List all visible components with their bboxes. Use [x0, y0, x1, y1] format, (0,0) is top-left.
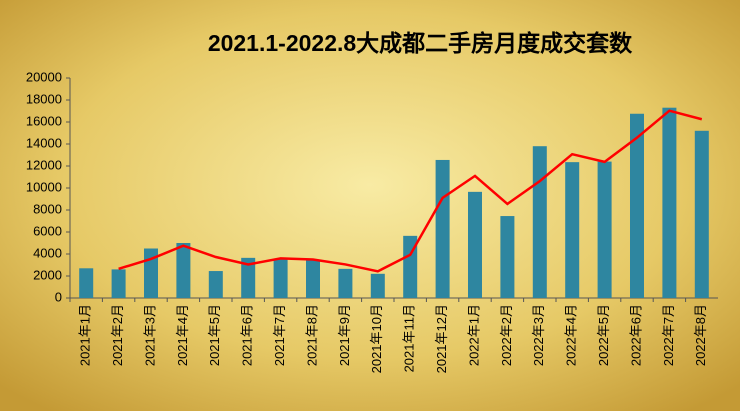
y-tick-label: 6000: [33, 223, 62, 238]
x-tick-label: 2021年4月: [175, 304, 190, 366]
bar: [403, 235, 418, 298]
bar: [565, 162, 580, 298]
y-tick-label: 18000: [26, 91, 62, 106]
y-tick-label: 20000: [26, 69, 62, 84]
bar: [306, 260, 320, 298]
x-tick-label: 2021年5月: [207, 304, 222, 366]
bar: [338, 268, 353, 298]
y-tick-label: 4000: [33, 245, 62, 260]
chart-title: 2021.1-2022.8大成都二手房月度成交套数: [208, 30, 633, 56]
x-tick-label: 2022年1月: [466, 304, 481, 366]
x-tick-label: 2022年7月: [661, 304, 676, 366]
bar: [435, 159, 450, 298]
bar: [500, 216, 515, 298]
y-tick-label: 2000: [33, 267, 62, 282]
x-tick-label: 2022年2月: [499, 304, 514, 366]
x-tick-label: 2021年2月: [110, 304, 125, 366]
x-tick-label: 2022年6月: [628, 304, 643, 366]
y-tick-label: 16000: [26, 113, 62, 128]
x-tick-label: 2021年10月: [369, 304, 384, 373]
x-tick-label: 2021年1月: [78, 304, 93, 366]
x-tick-label: 2021年12月: [434, 304, 449, 373]
bar: [694, 130, 709, 298]
bar: [111, 269, 126, 298]
y-tick-label: 8000: [33, 201, 62, 216]
x-tick-label: 2021年3月: [142, 304, 157, 366]
x-tick-label: 2022年5月: [596, 304, 611, 366]
x-tick-label: 2021年8月: [304, 304, 319, 366]
x-tick-label: 2022年4月: [564, 304, 579, 366]
bar: [468, 191, 482, 298]
x-tick-label: 2021年7月: [272, 304, 287, 366]
x-tick-label: 2022年3月: [531, 304, 546, 366]
bar: [241, 257, 256, 298]
line: [118, 109, 703, 273]
bar: [597, 161, 612, 298]
x-tick-label: 2022年8月: [693, 304, 708, 366]
x-tick-label: 2021年6月: [240, 304, 255, 366]
bar: [176, 243, 191, 298]
bar: [532, 146, 547, 298]
bar: [370, 273, 385, 298]
y-tick-label: 0: [55, 289, 62, 304]
y-tick-label: 12000: [26, 157, 62, 172]
bar: [208, 271, 223, 298]
bar: [630, 113, 644, 298]
x-tick-label: 2021年11月: [402, 304, 417, 372]
bar: [273, 258, 288, 298]
bar: [79, 268, 94, 298]
y-tick-label: 10000: [26, 179, 62, 194]
x-tick-label: 2021年9月: [337, 304, 352, 366]
bar: [662, 107, 677, 298]
y-tick-label: 14000: [26, 135, 62, 150]
